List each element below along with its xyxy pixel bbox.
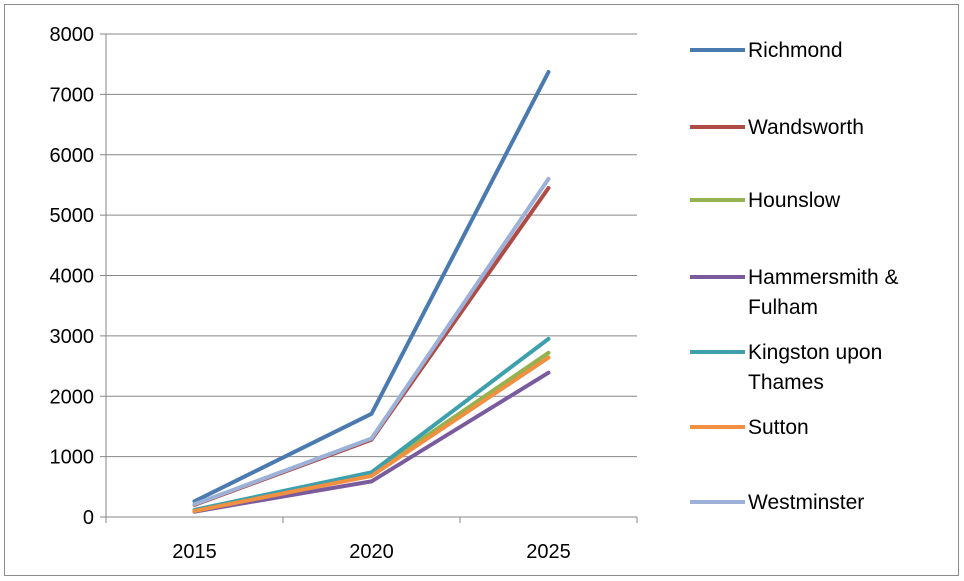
legend-label: Kingston upon bbox=[748, 341, 882, 364]
legend-entry: Sutton bbox=[690, 416, 809, 439]
y-tick-label: 6000 bbox=[50, 145, 95, 167]
legend-label: Richmond bbox=[748, 39, 843, 62]
y-tick-label: 7000 bbox=[50, 84, 95, 106]
y-tick-label: 5000 bbox=[50, 205, 95, 227]
gridlines bbox=[106, 33, 637, 458]
y-tick-label: 3000 bbox=[50, 326, 95, 348]
legend-label: Fulham bbox=[748, 296, 818, 319]
legend-entry: Westminster bbox=[690, 491, 864, 514]
series-line-5 bbox=[192, 355, 551, 513]
legend-label: Wandsworth bbox=[748, 116, 864, 139]
y-tick-label: 1000 bbox=[50, 447, 95, 469]
axes: 0 1000 2000 3000 4000 5000 6000 7000 8000 2015 202… bbox=[50, 24, 638, 563]
legend-entry: Kingston upon Thames bbox=[690, 341, 882, 394]
legend-entry: Hounslow bbox=[690, 189, 841, 212]
chart-frame bbox=[4, 4, 959, 576]
y-tick-label: 4000 bbox=[50, 266, 95, 288]
x-tick-label: 2020 bbox=[349, 541, 394, 563]
legend-entry: Hammersmith & Fulham bbox=[690, 266, 899, 319]
legend-label: Hounslow bbox=[748, 189, 841, 212]
y-tick-label: 2000 bbox=[50, 386, 95, 408]
x-tick-label: 2015 bbox=[172, 541, 217, 563]
legend-label: Westminster bbox=[748, 491, 864, 514]
legend: Richmond Wandsworth Hounslow Hammersmith & F… bbox=[690, 39, 899, 514]
series-line-1 bbox=[192, 186, 551, 507]
series-line-6 bbox=[192, 176, 551, 507]
legend-label: Hammersmith & bbox=[748, 266, 899, 289]
series-line-0 bbox=[192, 70, 551, 504]
legend-label: Thames bbox=[748, 371, 824, 394]
legend-label: Sutton bbox=[748, 416, 809, 439]
legend-entry: Richmond bbox=[690, 39, 843, 62]
series-lines bbox=[192, 70, 551, 514]
y-tick-label: 0 bbox=[83, 507, 94, 529]
x-tick-label: 2025 bbox=[526, 541, 571, 563]
series-line-3 bbox=[192, 370, 551, 514]
y-tick-label: 8000 bbox=[50, 24, 95, 46]
legend-entry: Wandsworth bbox=[690, 116, 864, 139]
